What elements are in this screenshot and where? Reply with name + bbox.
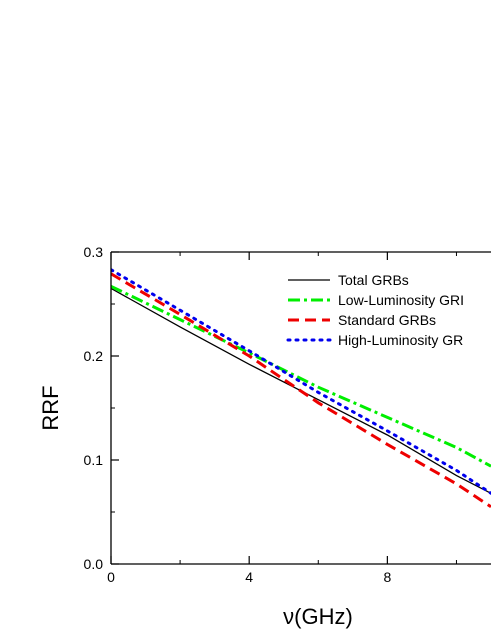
series-line — [111, 268, 491, 495]
series-line — [111, 287, 491, 494]
legend-label: High-Luminosity GR — [338, 332, 463, 348]
legend: Total GRBs Low-Luminosity GRI Standard GRB… — [286, 272, 464, 348]
axes: 0 4 8 0.0 0.1 0.2 0.3 — [84, 244, 491, 585]
plot-area — [111, 268, 491, 509]
y-tick-label: 0.3 — [84, 244, 104, 260]
y-tick-label: 0.1 — [84, 452, 104, 468]
y-axis-title: RRF — [38, 385, 63, 430]
x-tick-label: 0 — [107, 569, 115, 585]
legend-label: Low-Luminosity GRI — [338, 292, 464, 308]
series-group — [111, 268, 491, 509]
x-axis-title: ν(GHz) — [283, 604, 353, 629]
y-tick-label: 0.0 — [84, 556, 104, 572]
legend-label: Total GRBs — [338, 272, 409, 288]
series-line — [111, 272, 491, 509]
x-tick-label: 8 — [383, 569, 391, 585]
x-tick-label: 4 — [245, 569, 253, 585]
y-tick-label: 0.2 — [84, 348, 104, 364]
legend-label: Standard GRBs — [338, 312, 436, 328]
series-line — [111, 284, 491, 468]
